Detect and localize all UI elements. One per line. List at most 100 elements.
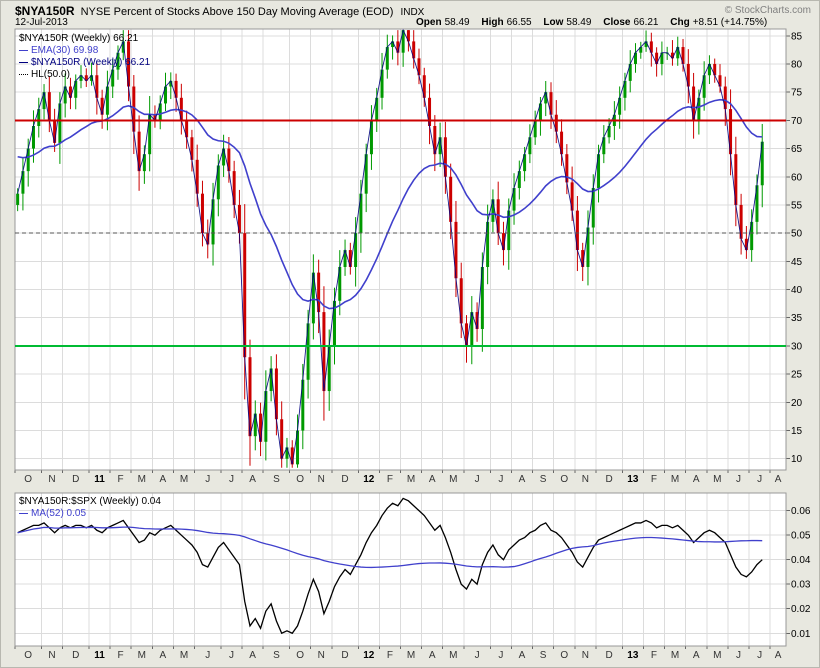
x-axis-label: O	[24, 474, 32, 485]
y-axis-label: 10	[791, 454, 803, 465]
exchange-label: INDX	[400, 7, 425, 18]
x-axis-label: M	[138, 650, 146, 661]
x-axis-label: 13	[627, 650, 639, 661]
close-value: 66.21	[633, 17, 659, 28]
y-axis-label: 35	[791, 313, 803, 324]
x-axis-label: A	[249, 650, 256, 661]
high-value: 66.55	[506, 17, 532, 28]
chg-label: Chg	[670, 17, 690, 28]
x-axis-label: J	[736, 474, 741, 485]
x-axis-label: M	[671, 650, 679, 661]
legend-ema: EMA(30) 69.98	[31, 45, 99, 56]
x-axis-label: M	[180, 474, 188, 485]
x-axis-label: D	[341, 650, 348, 661]
x-axis-label: M	[407, 474, 415, 485]
legend-price-line: $NYA150R (Weekly) 66.21	[31, 57, 151, 68]
x-axis-label: S	[540, 474, 547, 485]
x-axis-label: J	[229, 474, 234, 485]
x-axis-label: A	[693, 474, 700, 485]
x-axis-label: J	[757, 474, 762, 485]
ma52-line	[17, 526, 763, 569]
legend-main-symbol: $NYA150R (Weekly) 66.21	[19, 33, 139, 44]
x-axis-label: A	[775, 650, 782, 661]
x-axis-label: N	[318, 650, 325, 661]
x-axis-label: D	[72, 650, 79, 661]
x-axis-label: N	[48, 474, 55, 485]
x-axis-label: M	[180, 650, 188, 661]
ratio-chart-legend: $NYA150R:$SPX (Weekly) 0.04 MA(52) 0.05	[19, 496, 161, 520]
chart-date: 12-Jul-2013	[15, 17, 68, 28]
x-axis-label: N	[582, 650, 589, 661]
x-axis-label: A	[429, 650, 436, 661]
quote-row: 12-Jul-2013 Open 58.49 High 66.55 Low 58.49…	[15, 17, 813, 28]
x-axis-label: F	[651, 650, 657, 661]
x-axis-label: J	[475, 474, 480, 485]
main-chart-legend: $NYA150R (Weekly) 66.21 EMA(30) 69.98 $N…	[19, 33, 150, 81]
x-axis-label: M	[407, 650, 415, 661]
y-axis-label: 30	[791, 341, 803, 352]
x-axis-label: A	[519, 650, 526, 661]
x-axis-label: F	[651, 474, 657, 485]
y-axis-label: 20	[791, 398, 803, 409]
x-axis-label: M	[713, 650, 721, 661]
low-value: 58.49	[566, 17, 592, 28]
ma-line-swatch	[19, 512, 28, 514]
x-axis-label: A	[693, 650, 700, 661]
close-label: Close	[603, 17, 631, 28]
x-axis-label: M	[449, 650, 457, 661]
x-axis-label: D	[605, 474, 612, 485]
x-axis-label: J	[736, 650, 741, 661]
x-axis-label: A	[519, 474, 526, 485]
legend-hl: HL(50.0)	[31, 69, 70, 80]
x-axis-label: J	[205, 650, 210, 661]
copyright: © StockCharts.com	[724, 5, 811, 16]
y-axis-label: 65	[791, 144, 803, 155]
x-axis-label: J	[475, 650, 480, 661]
x-axis-label: D	[72, 474, 79, 485]
y-axis-label: 60	[791, 172, 803, 183]
x-axis-label: 11	[94, 474, 105, 485]
x-axis-label: F	[118, 650, 124, 661]
x-axis-label: O	[24, 650, 32, 661]
y-axis-label: 0.02	[791, 604, 811, 615]
ratio-panel-frame: 0.06 0.05 0.04 0.03 0.02 0.01 O N D 11 F M A M J J A S O N D…	[14, 492, 811, 661]
x-axis-label: S	[273, 474, 280, 485]
x-axis-label: N	[582, 474, 589, 485]
x-axis-label: O	[296, 650, 304, 661]
ohlc-quote: Open 58.49 High 66.55 Low 58.49 Close 66.21 …	[416, 17, 767, 28]
x-axis-label: M	[449, 474, 457, 485]
x-axis-label: D	[341, 474, 348, 485]
y-axis-label: 0.04	[791, 555, 811, 566]
ema-line-swatch	[19, 49, 28, 51]
y-axis-label: 45	[791, 257, 803, 268]
x-axis-label: O	[560, 650, 568, 661]
x-axis-label: M	[671, 474, 679, 485]
x-axis-label: 11	[94, 650, 105, 661]
x-axis-label: J	[205, 474, 210, 485]
x-axis-label: J	[229, 650, 234, 661]
x-axis-label: M	[713, 474, 721, 485]
open-value: 58.49	[444, 17, 470, 28]
x-axis-label: 12	[363, 474, 375, 485]
ratio-line	[17, 497, 763, 635]
low-label: Low	[543, 17, 564, 28]
price-line-swatch	[19, 61, 28, 63]
legend-ratio: $NYA150R:$SPX (Weekly) 0.04	[19, 496, 161, 507]
y-axis-label: 0.01	[791, 629, 811, 640]
y-axis-label: 0.05	[791, 531, 811, 542]
x-axis-label: A	[249, 474, 256, 485]
x-axis-label: D	[605, 650, 612, 661]
x-axis-label: A	[160, 650, 167, 661]
x-axis-label: J	[498, 474, 503, 485]
ema30-line	[17, 98, 763, 310]
y-axis-label: 55	[791, 200, 803, 211]
price-close-line	[17, 28, 763, 465]
y-axis-label: 85	[791, 31, 803, 42]
main-panel-frame: 85 80 75 70 65 60 55 50 45 40 35 30 25 20 15 10 O N D 11 F M A…	[14, 28, 803, 485]
high-label: High	[481, 17, 504, 28]
y-axis-label: 0.06	[791, 506, 811, 517]
legend-ma: MA(52) 0.05	[31, 508, 87, 519]
x-axis-label: M	[138, 474, 146, 485]
